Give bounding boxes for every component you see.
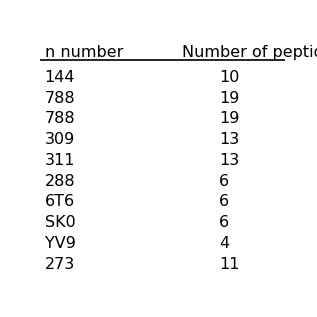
Text: 309: 309 <box>44 132 75 147</box>
Text: 10: 10 <box>219 70 239 85</box>
Text: 288: 288 <box>44 173 75 189</box>
Text: 4: 4 <box>219 236 229 251</box>
Text: 19: 19 <box>219 111 239 126</box>
Text: 13: 13 <box>219 153 239 168</box>
Text: 6T6: 6T6 <box>44 194 75 209</box>
Text: 6: 6 <box>219 215 229 230</box>
Text: 144: 144 <box>44 70 75 85</box>
Text: 6: 6 <box>219 173 229 189</box>
Text: 273: 273 <box>44 256 75 271</box>
Text: 788: 788 <box>44 91 75 106</box>
Text: 13: 13 <box>219 132 239 147</box>
Text: n number: n number <box>44 45 123 60</box>
Text: YV9: YV9 <box>44 236 75 251</box>
Text: 6: 6 <box>219 194 229 209</box>
Text: 19: 19 <box>219 91 239 106</box>
Text: SK0: SK0 <box>44 215 75 230</box>
Text: Number of peptides: Number of peptides <box>182 45 317 60</box>
Text: 788: 788 <box>44 111 75 126</box>
Text: 11: 11 <box>219 256 239 271</box>
Text: 311: 311 <box>44 153 75 168</box>
